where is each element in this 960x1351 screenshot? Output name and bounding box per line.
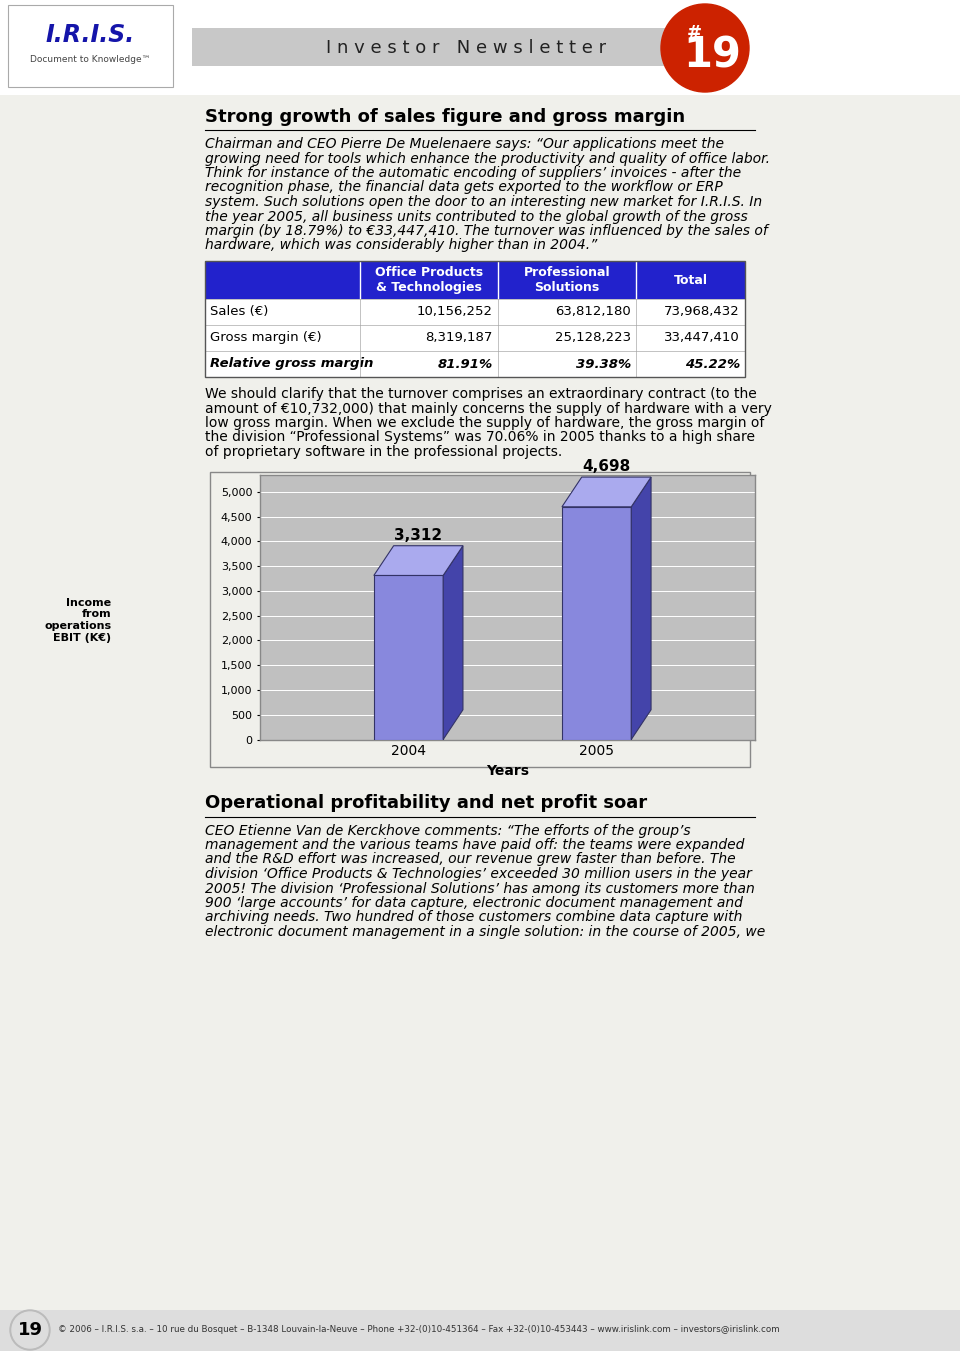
- FancyBboxPatch shape: [0, 0, 960, 95]
- Text: 39.38%: 39.38%: [576, 358, 631, 370]
- Text: 3,312: 3,312: [395, 528, 443, 543]
- Text: margin (by 18.79%) to €33,447,410. The turnover was influenced by the sales of: margin (by 18.79%) to €33,447,410. The t…: [205, 224, 768, 238]
- Text: archiving needs. Two hundred of those customers combine data capture with: archiving needs. Two hundred of those cu…: [205, 911, 742, 924]
- Text: 19: 19: [684, 35, 741, 77]
- Text: We should clarify that the turnover comprises an extraordinary contract (to the: We should clarify that the turnover comp…: [205, 386, 756, 401]
- Text: the division “Professional Systems” was 70.06% in 2005 thanks to a high share: the division “Professional Systems” was …: [205, 431, 755, 444]
- Circle shape: [10, 1310, 50, 1350]
- Circle shape: [661, 4, 749, 92]
- FancyBboxPatch shape: [562, 507, 632, 739]
- FancyBboxPatch shape: [205, 299, 745, 326]
- Text: Sales (€): Sales (€): [210, 305, 269, 319]
- Text: and the R&D effort was increased, our revenue grew faster than before. The: and the R&D effort was increased, our re…: [205, 852, 735, 866]
- Text: 81.91%: 81.91%: [438, 358, 493, 370]
- Polygon shape: [562, 477, 651, 507]
- Polygon shape: [373, 546, 463, 576]
- Text: amount of €10,732,000) that mainly concerns the supply of hardware with a very: amount of €10,732,000) that mainly conce…: [205, 401, 772, 416]
- Text: Think for instance of the automatic encoding of suppliers’ invoices - after the: Think for instance of the automatic enco…: [205, 166, 741, 180]
- Text: #: #: [686, 24, 702, 42]
- Text: 900 ‘large accounts’ for data capture, electronic document management and: 900 ‘large accounts’ for data capture, e…: [205, 896, 743, 911]
- Text: Relative gross margin: Relative gross margin: [210, 358, 373, 370]
- Text: recognition phase, the financial data gets exported to the workflow or ERP: recognition phase, the financial data ge…: [205, 181, 723, 195]
- Text: CEO Etienne Van de Kerckhove comments: “The efforts of the group’s: CEO Etienne Van de Kerckhove comments: “…: [205, 824, 690, 838]
- FancyBboxPatch shape: [205, 351, 745, 377]
- FancyBboxPatch shape: [192, 28, 740, 66]
- Text: © 2006 – I.R.I.S. s.a. – 10 rue du Bosquet – B-1348 Louvain-la-Neuve – Phone +32: © 2006 – I.R.I.S. s.a. – 10 rue du Bosqu…: [58, 1325, 780, 1335]
- X-axis label: Years: Years: [486, 763, 529, 778]
- FancyBboxPatch shape: [0, 1310, 960, 1351]
- Text: Total: Total: [674, 273, 708, 286]
- Text: 2005! The division ‘Professional Solutions’ has among its customers more than: 2005! The division ‘Professional Solutio…: [205, 881, 755, 896]
- Text: Chairman and CEO Pierre De Muelenaere says: “Our applications meet the: Chairman and CEO Pierre De Muelenaere sa…: [205, 136, 724, 151]
- FancyBboxPatch shape: [205, 326, 745, 351]
- Text: 25,128,223: 25,128,223: [555, 331, 631, 345]
- FancyBboxPatch shape: [373, 576, 444, 739]
- Text: 10,156,252: 10,156,252: [417, 305, 493, 319]
- Text: I.R.I.S.: I.R.I.S.: [45, 23, 134, 47]
- Text: low gross margin. When we exclude the supply of hardware, the gross margin of: low gross margin. When we exclude the su…: [205, 416, 764, 430]
- Text: 19: 19: [17, 1321, 42, 1339]
- Polygon shape: [444, 546, 463, 739]
- Text: of proprietary software in the professional projects.: of proprietary software in the professio…: [205, 444, 563, 459]
- Circle shape: [12, 1312, 48, 1348]
- Text: 33,447,410: 33,447,410: [664, 331, 740, 345]
- Polygon shape: [632, 477, 651, 739]
- Text: growing need for tools which enhance the productivity and quality of office labo: growing need for tools which enhance the…: [205, 151, 770, 166]
- Text: 73,968,432: 73,968,432: [664, 305, 740, 319]
- Y-axis label: Income
from
operations
EBIT (K€): Income from operations EBIT (K€): [44, 598, 111, 643]
- Text: Gross margin (€): Gross margin (€): [210, 331, 322, 345]
- Text: division ‘Office Products & Technologies’ exceeded 30 million users in the year: division ‘Office Products & Technologies…: [205, 867, 752, 881]
- FancyBboxPatch shape: [8, 5, 173, 86]
- FancyBboxPatch shape: [205, 261, 745, 299]
- Text: management and the various teams have paid off: the teams were expanded: management and the various teams have pa…: [205, 838, 744, 852]
- Text: I n v e s t o r   N e w s l e t t e r: I n v e s t o r N e w s l e t t e r: [326, 39, 606, 57]
- Text: Office Products
& Technologies: Office Products & Technologies: [375, 266, 483, 295]
- Text: 8,319,187: 8,319,187: [425, 331, 493, 345]
- Text: electronic document management in a single solution: in the course of 2005, we: electronic document management in a sing…: [205, 925, 765, 939]
- Text: 63,812,180: 63,812,180: [555, 305, 631, 319]
- Text: Professional
Solutions: Professional Solutions: [524, 266, 611, 295]
- Text: Document to Knowledge™: Document to Knowledge™: [30, 55, 151, 65]
- Text: hardware, which was considerably higher than in 2004.”: hardware, which was considerably higher …: [205, 239, 597, 253]
- Text: Strong growth of sales figure and gross margin: Strong growth of sales figure and gross …: [205, 108, 685, 126]
- Text: 4,698: 4,698: [583, 459, 631, 474]
- Text: 45.22%: 45.22%: [684, 358, 740, 370]
- Text: the year 2005, all business units contributed to the global growth of the gross: the year 2005, all business units contri…: [205, 209, 748, 223]
- Text: Operational profitability and net profit soar: Operational profitability and net profit…: [205, 794, 647, 812]
- Text: system. Such solutions open the door to an interesting new market for I.R.I.S. I: system. Such solutions open the door to …: [205, 195, 762, 209]
